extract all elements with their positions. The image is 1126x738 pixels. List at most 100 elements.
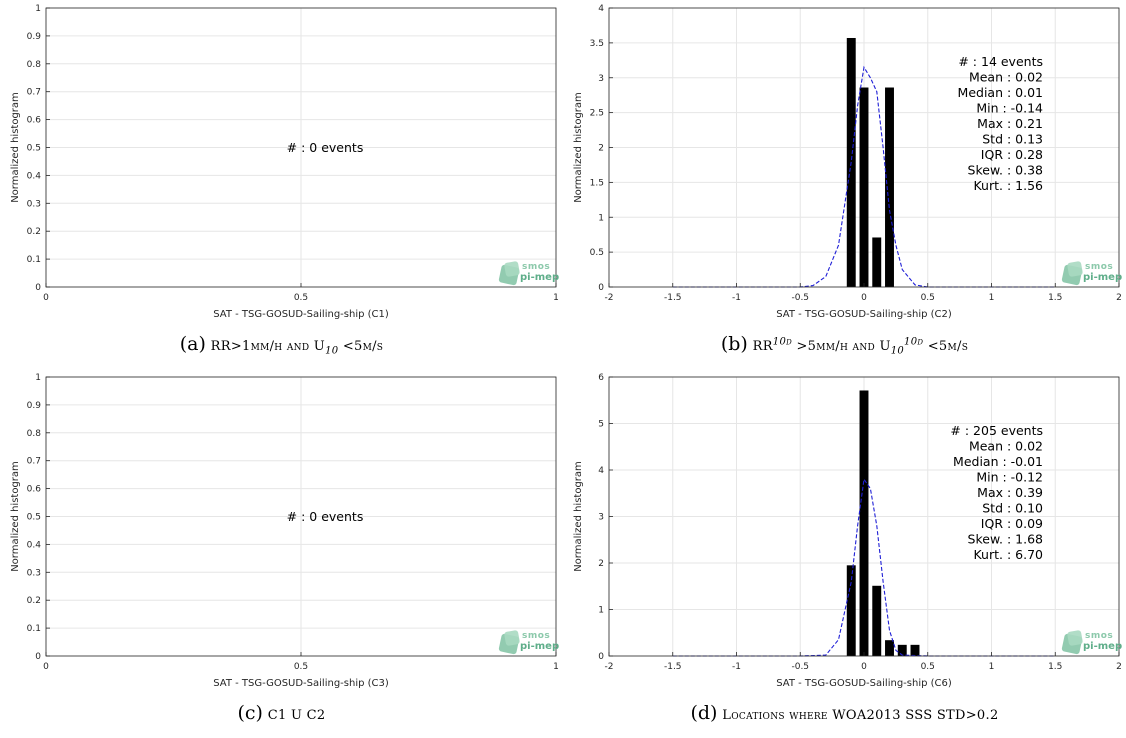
statistics-line: Std : 0.13 [982, 132, 1043, 147]
x-axis-label: SAT - TSG-GOSUD-Sailing-ship (C1) [213, 309, 389, 320]
histogram-bar [872, 237, 882, 287]
x-tick-label: 2 [1116, 293, 1122, 303]
statistics-line: Kurt. : 6.70 [973, 547, 1043, 562]
x-tick-label: 0.5 [294, 662, 308, 672]
y-axis-label: Normalized histogram [10, 92, 21, 203]
logo-line2: pi-mep [520, 272, 560, 283]
y-tick-label: 0.9 [27, 401, 42, 411]
histogram-panel-d: -2 -1.5 -1 -0.5 0 0.5 1 1.5 2 0 1 2 3 4 5 6 SAT - TSG-GO… [563, 369, 1126, 738]
y-tick-label: 0.6 [27, 485, 42, 495]
y-tick-label: 0.8 [27, 60, 42, 70]
statistics-line: # : 205 events [950, 423, 1043, 438]
y-tick-label: 0.5 [590, 248, 604, 258]
y-tick-label: 4 [598, 466, 604, 476]
logo-line2: pi-mep [1083, 272, 1123, 283]
x-tick-label: 1 [553, 662, 559, 672]
histogram-bar [885, 87, 894, 287]
caption-text: RR10d >5mm/h and U1010d <5m/s [752, 336, 969, 357]
statistics-line: IQR : 0.09 [981, 516, 1043, 531]
smos-pimep-logo: smos pi-mep [498, 629, 560, 657]
x-tick-label: 0 [43, 662, 49, 672]
logo-line2: pi-mep [520, 641, 560, 652]
x-axis-label: SAT - TSG-GOSUD-Sailing-ship (C2) [776, 309, 952, 320]
statistics-line: # : 14 events [958, 54, 1043, 69]
statistics-line: Median : 0.01 [958, 85, 1043, 100]
statistics-line: Mean : 0.02 [969, 439, 1043, 454]
logo-line1: smos [1085, 262, 1114, 272]
statistics-line: Min : -0.12 [976, 470, 1043, 485]
histogram-bar [885, 640, 894, 656]
x-axis-label: SAT - TSG-GOSUD-Sailing-ship (C6) [776, 678, 952, 689]
histogram-bar [859, 390, 869, 656]
y-tick-label: 4 [598, 4, 604, 14]
statistics-line: Skew. : 0.38 [968, 163, 1044, 178]
y-tick-label: 0.7 [27, 457, 41, 467]
statistics-line: Max : 0.21 [977, 116, 1043, 131]
y-axis-label: Normalized histogram [10, 461, 21, 572]
y-axis-label: Normalized histogram [573, 92, 584, 203]
caption-letter: (b) [720, 333, 748, 355]
histogram-bar [910, 644, 920, 656]
y-tick-label: 0.2 [27, 227, 41, 237]
caption-text: C1 U C2 [267, 708, 326, 723]
caption-b: (b) RR10d >5mm/h and U1010d <5m/s [563, 333, 1126, 357]
x-tick-label: 1 [989, 662, 995, 672]
y-tick-label: 0.7 [27, 88, 41, 98]
x-tick-label: -1 [732, 293, 741, 303]
x-tick-label: -0.5 [791, 662, 809, 672]
x-tick-label: 1.5 [1048, 662, 1062, 672]
statistics-line: Mean : 0.02 [969, 70, 1043, 85]
histogram-bar [859, 87, 869, 287]
y-tick-label: 0 [598, 283, 604, 293]
plot-area-b: -2 -1.5 -1 -0.5 0 0.5 1 1.5 2 0 0.5 1 1.5 2 2.5 3 3.5 4 SA… [573, 4, 1122, 320]
fit-curve [672, 65, 1056, 288]
y-tick-label: 0.6 [27, 116, 42, 126]
y-tick-label: 0.9 [27, 32, 42, 42]
x-tick-label: -1 [732, 662, 741, 672]
y-tick-label: 0 [35, 283, 41, 293]
histogram-bar [897, 644, 907, 656]
statistics-line: IQR : 0.28 [981, 147, 1043, 162]
y-tick-label: 0.8 [27, 429, 42, 439]
y-tick-label: 2 [598, 559, 604, 569]
x-tick-label: 0.5 [921, 662, 935, 672]
fit-curve [672, 477, 1056, 657]
histogram-panel-b: -2 -1.5 -1 -0.5 0 0.5 1 1.5 2 0 0.5 1 1.5 2 2.5 3 3.5 4 SA… [563, 0, 1126, 369]
x-tick-label: -1.5 [664, 293, 682, 303]
smos-pimep-logo: smos pi-mep [1061, 260, 1123, 288]
plot-area-d: -2 -1.5 -1 -0.5 0 0.5 1 1.5 2 0 1 2 3 4 5 6 SAT - TSG-GO… [573, 373, 1122, 689]
y-tick-label: 2 [598, 144, 604, 154]
y-tick-label: 2.5 [590, 109, 604, 119]
x-tick-label: -2 [605, 293, 614, 303]
logo-line1: smos [522, 262, 551, 272]
histogram-bar [846, 565, 856, 656]
x-tick-label: 1.5 [1048, 293, 1062, 303]
y-tick-label: 1 [35, 373, 41, 383]
smos-pimep-logo: smos pi-mep [498, 260, 560, 288]
y-tick-label: 0.5 [27, 513, 41, 523]
x-tick-label: 0.5 [921, 293, 935, 303]
y-tick-label: 0.1 [27, 624, 41, 634]
y-tick-label: 0 [35, 652, 41, 662]
y-tick-label: 0.2 [27, 596, 41, 606]
caption-letter: (c) [237, 702, 263, 724]
y-tick-label: 1 [598, 606, 604, 616]
caption-text: Locations where WOA2013 SSS STD>0.2 [722, 708, 999, 723]
y-tick-label: 0.4 [27, 540, 42, 550]
statistics-line: Kurt. : 1.56 [973, 178, 1043, 193]
y-tick-label: 3 [598, 74, 604, 84]
caption-d: (d) Locations where WOA2013 SSS STD>0.2 [563, 702, 1126, 724]
logo-line1: smos [1085, 631, 1114, 641]
caption-letter: (a) [179, 333, 206, 355]
y-tick-label: 1.5 [590, 178, 604, 188]
x-tick-label: 2 [1116, 662, 1122, 672]
y-tick-label: 1 [35, 4, 41, 14]
y-tick-label: 0.3 [27, 568, 41, 578]
y-tick-label: 1 [598, 213, 604, 223]
statistics-line: Std : 0.10 [982, 501, 1043, 516]
statistics-line: Max : 0.39 [977, 485, 1043, 500]
x-tick-label: 1 [989, 293, 995, 303]
event-count-annotation: # : 0 events [287, 140, 364, 155]
statistics-line: Median : -0.01 [953, 454, 1043, 469]
y-tick-label: 3 [598, 513, 604, 523]
